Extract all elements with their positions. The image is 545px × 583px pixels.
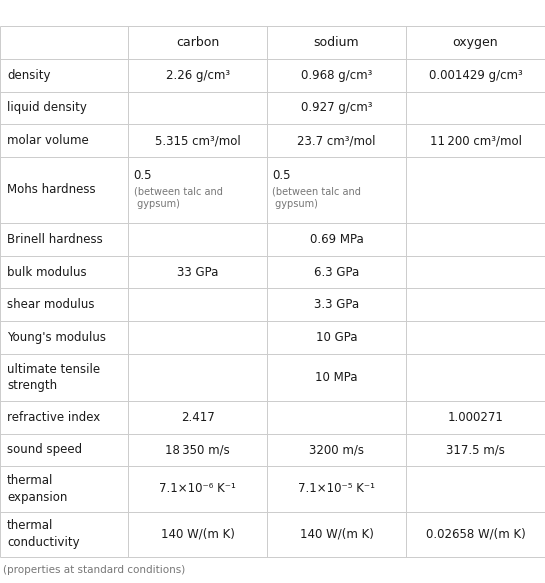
Text: sodium: sodium xyxy=(314,36,359,49)
Text: 0.5: 0.5 xyxy=(134,169,152,182)
Text: Brinell hardness: Brinell hardness xyxy=(7,233,103,246)
Text: (properties at standard conditions): (properties at standard conditions) xyxy=(3,565,185,575)
Text: carbon: carbon xyxy=(176,36,219,49)
Text: 11 200 cm³/mol: 11 200 cm³/mol xyxy=(429,134,522,147)
Text: 1.000271: 1.000271 xyxy=(447,410,504,424)
Text: refractive index: refractive index xyxy=(7,410,100,424)
Text: Mohs hardness: Mohs hardness xyxy=(7,184,96,196)
Text: molar volume: molar volume xyxy=(7,134,89,147)
Text: 0.02658 W/(m K): 0.02658 W/(m K) xyxy=(426,528,525,540)
Text: 3.3 GPa: 3.3 GPa xyxy=(314,298,359,311)
Text: (between talc and
 gypsum): (between talc and gypsum) xyxy=(134,187,222,209)
Text: shear modulus: shear modulus xyxy=(7,298,95,311)
Text: 140 W/(m K): 140 W/(m K) xyxy=(300,528,373,540)
Text: (between talc and
 gypsum): (between talc and gypsum) xyxy=(272,187,361,209)
Text: liquid density: liquid density xyxy=(7,101,87,114)
Text: thermal
expansion: thermal expansion xyxy=(7,474,68,504)
Text: 5.315 cm³/mol: 5.315 cm³/mol xyxy=(155,134,240,147)
Text: 0.69 MPa: 0.69 MPa xyxy=(310,233,364,246)
Text: 2.26 g/cm³: 2.26 g/cm³ xyxy=(166,69,229,82)
Text: 33 GPa: 33 GPa xyxy=(177,265,218,279)
Text: sound speed: sound speed xyxy=(7,444,82,456)
Text: 0.927 g/cm³: 0.927 g/cm³ xyxy=(301,101,372,114)
Text: 0.968 g/cm³: 0.968 g/cm³ xyxy=(301,69,372,82)
Text: 18 350 m/s: 18 350 m/s xyxy=(165,444,230,456)
Text: Young's modulus: Young's modulus xyxy=(7,331,106,344)
Text: 3200 m/s: 3200 m/s xyxy=(309,444,364,456)
Text: ultimate tensile
strength: ultimate tensile strength xyxy=(7,363,100,392)
Text: bulk modulus: bulk modulus xyxy=(7,265,87,279)
Text: 317.5 m/s: 317.5 m/s xyxy=(446,444,505,456)
Text: oxygen: oxygen xyxy=(453,36,498,49)
Text: 2.417: 2.417 xyxy=(181,410,214,424)
Text: thermal
conductivity: thermal conductivity xyxy=(7,519,80,549)
Text: 10 GPa: 10 GPa xyxy=(316,331,358,344)
Text: 7.1×10⁻⁵ K⁻¹: 7.1×10⁻⁵ K⁻¹ xyxy=(298,482,375,496)
Text: 0.001429 g/cm³: 0.001429 g/cm³ xyxy=(428,69,523,82)
Text: 6.3 GPa: 6.3 GPa xyxy=(314,265,359,279)
Text: 140 W/(m K): 140 W/(m K) xyxy=(161,528,234,540)
Text: density: density xyxy=(7,69,51,82)
Text: 10 MPa: 10 MPa xyxy=(316,371,358,384)
Text: 7.1×10⁻⁶ K⁻¹: 7.1×10⁻⁶ K⁻¹ xyxy=(159,482,236,496)
Text: 23.7 cm³/mol: 23.7 cm³/mol xyxy=(297,134,376,147)
Text: 0.5: 0.5 xyxy=(272,169,291,182)
